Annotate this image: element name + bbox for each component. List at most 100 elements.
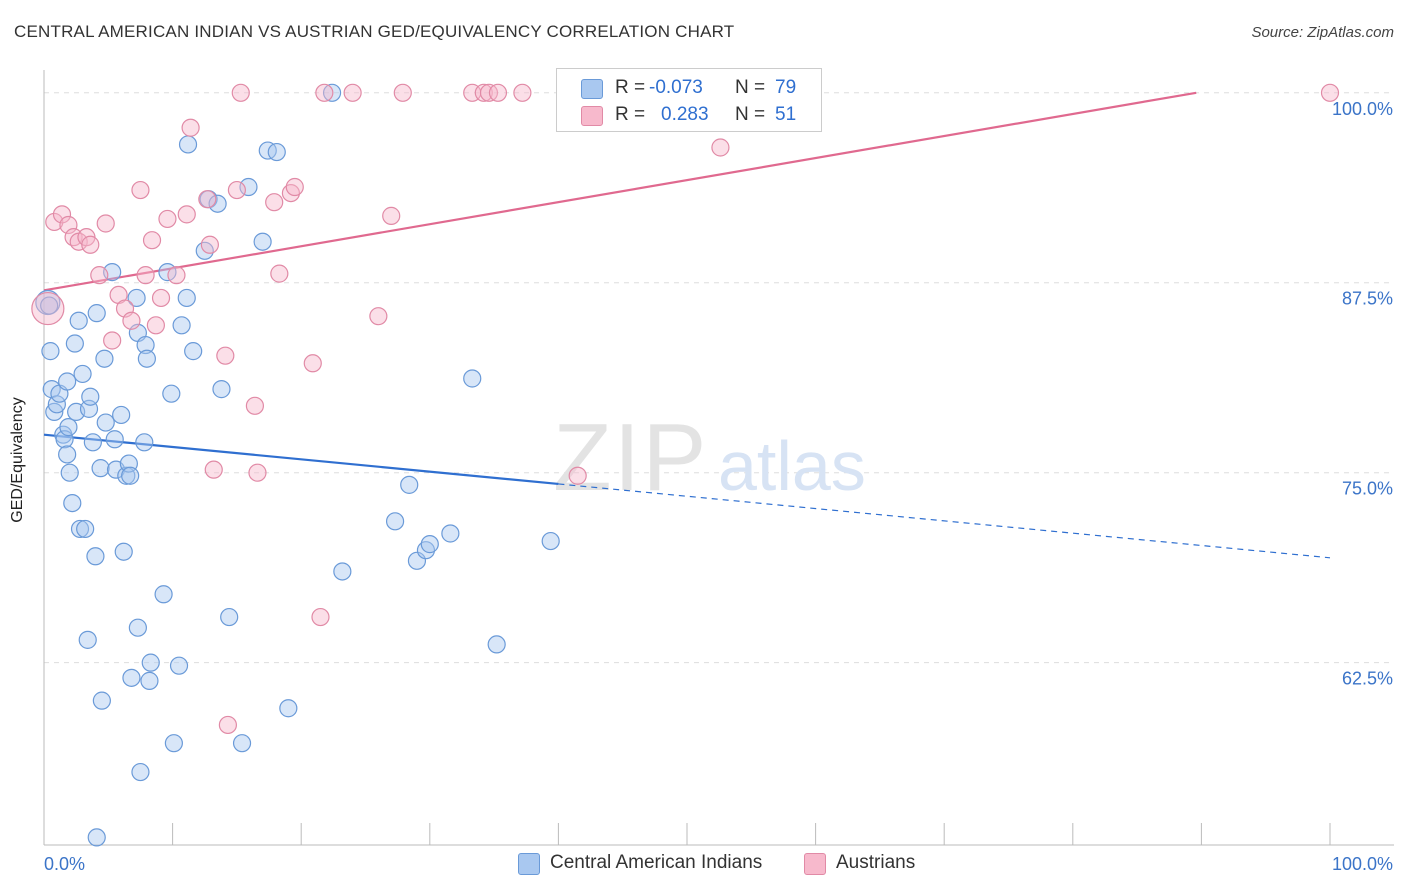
point-central-american bbox=[463, 369, 482, 388]
point-central-american bbox=[137, 349, 156, 368]
legend-swatch-austrians bbox=[581, 106, 603, 126]
point-central-american bbox=[239, 177, 258, 197]
point-central-american bbox=[400, 475, 419, 494]
point-central-american bbox=[162, 384, 181, 403]
x-tick-label-max: 100.0% bbox=[1332, 854, 1393, 874]
point-central-american bbox=[136, 335, 155, 355]
point-central-american bbox=[169, 656, 189, 675]
legend-row-austrians: R = 0.283 N = 51 bbox=[557, 102, 821, 128]
point-austrian bbox=[31, 291, 65, 326]
point-austrian bbox=[181, 118, 200, 137]
point-central-american bbox=[122, 668, 141, 687]
point-central-american bbox=[127, 288, 146, 308]
point-austrian bbox=[227, 180, 246, 200]
point-austrian bbox=[568, 466, 587, 485]
point-central-american bbox=[135, 433, 154, 452]
point-austrian bbox=[142, 231, 162, 250]
point-austrian bbox=[270, 264, 289, 283]
point-central-american bbox=[212, 380, 231, 399]
trend-lines bbox=[43, 91, 1331, 559]
point-austrian bbox=[216, 346, 235, 365]
point-austrian bbox=[315, 83, 334, 102]
point-central-american bbox=[87, 828, 106, 847]
point-central-american bbox=[69, 311, 88, 330]
point-central-american bbox=[105, 430, 124, 449]
point-central-american bbox=[385, 512, 405, 531]
r-label: R = bbox=[615, 104, 646, 125]
point-central-american bbox=[178, 135, 198, 154]
point-austrian bbox=[90, 266, 109, 285]
point-austrian bbox=[198, 190, 217, 209]
point-central-american bbox=[73, 364, 92, 384]
point-austrian bbox=[158, 209, 177, 229]
point-austrian bbox=[343, 83, 362, 102]
n-label: N = bbox=[735, 77, 766, 98]
point-austrian bbox=[122, 311, 141, 330]
point-central-american bbox=[95, 349, 114, 368]
point-austrian bbox=[303, 354, 322, 373]
point-central-american bbox=[420, 535, 439, 554]
r-value: -0.073 bbox=[649, 77, 703, 98]
point-central-american bbox=[60, 463, 79, 482]
point-central-american bbox=[487, 635, 506, 654]
r-label: R = bbox=[615, 77, 646, 98]
trend-line-central-american-extension bbox=[558, 483, 1331, 559]
point-central-american bbox=[70, 519, 90, 539]
point-austrian bbox=[131, 180, 150, 200]
chart-title: CENTRAL AMERICAN INDIAN VS AUSTRIAN GED/… bbox=[14, 22, 735, 41]
point-austrian bbox=[200, 235, 219, 254]
y-tick-label: 100.0% bbox=[1332, 99, 1393, 119]
point-central-american bbox=[78, 630, 97, 649]
point-austrian bbox=[52, 205, 72, 224]
point-austrian bbox=[248, 463, 267, 482]
point-austrian bbox=[177, 205, 196, 224]
point-central-american bbox=[121, 466, 140, 485]
point-central-american bbox=[91, 459, 110, 478]
point-central-american bbox=[92, 691, 111, 710]
source-credit: Source: ZipAtlas.com bbox=[1251, 24, 1394, 41]
bottom-legend-label: Austrians bbox=[836, 852, 916, 873]
bottom-legend-swatch bbox=[518, 853, 540, 875]
n-value: 51 bbox=[775, 104, 797, 125]
y-tick-label: 87.5% bbox=[1342, 289, 1393, 309]
watermark-zip: ZIP bbox=[553, 404, 708, 511]
point-central-american bbox=[76, 519, 95, 539]
point-austrian bbox=[265, 193, 284, 212]
point-central-american bbox=[220, 607, 239, 627]
point-central-american bbox=[59, 418, 78, 437]
point-central-american bbox=[184, 342, 203, 361]
point-central-american bbox=[333, 562, 352, 581]
point-central-american bbox=[58, 372, 77, 391]
point-central-american bbox=[128, 618, 147, 637]
correlation-legend: R = -0.073 N = 79 R = 0.283 N = 51 bbox=[556, 68, 822, 132]
point-central-american bbox=[131, 762, 150, 782]
point-austrian bbox=[474, 83, 493, 102]
point-austrian bbox=[103, 331, 122, 350]
axes bbox=[43, 70, 1394, 846]
point-central-american bbox=[164, 734, 183, 753]
trend-line-central-american bbox=[43, 433, 559, 486]
data-points bbox=[31, 83, 1340, 847]
point-central-american bbox=[112, 405, 131, 425]
point-central-american bbox=[65, 334, 84, 353]
point-austrian bbox=[393, 83, 412, 102]
n-label: N = bbox=[735, 104, 766, 125]
point-austrian bbox=[513, 83, 532, 102]
point-austrian bbox=[1320, 83, 1340, 102]
point-austrian bbox=[711, 138, 730, 157]
point-austrian bbox=[81, 235, 100, 254]
point-central-american bbox=[83, 433, 102, 452]
point-austrian bbox=[488, 83, 508, 102]
legend-swatch-central-american bbox=[581, 79, 603, 99]
point-central-american bbox=[177, 288, 196, 308]
point-central-american bbox=[441, 524, 460, 543]
point-austrian bbox=[146, 316, 165, 335]
point-central-american bbox=[114, 542, 133, 561]
point-austrian bbox=[136, 266, 155, 285]
point-austrian bbox=[167, 266, 186, 285]
point-central-american bbox=[541, 531, 560, 551]
x-tick-label-min: 0.0% bbox=[44, 854, 85, 874]
point-central-american bbox=[154, 585, 173, 604]
r-value: 0.283 bbox=[661, 104, 709, 125]
point-austrian bbox=[245, 396, 265, 415]
